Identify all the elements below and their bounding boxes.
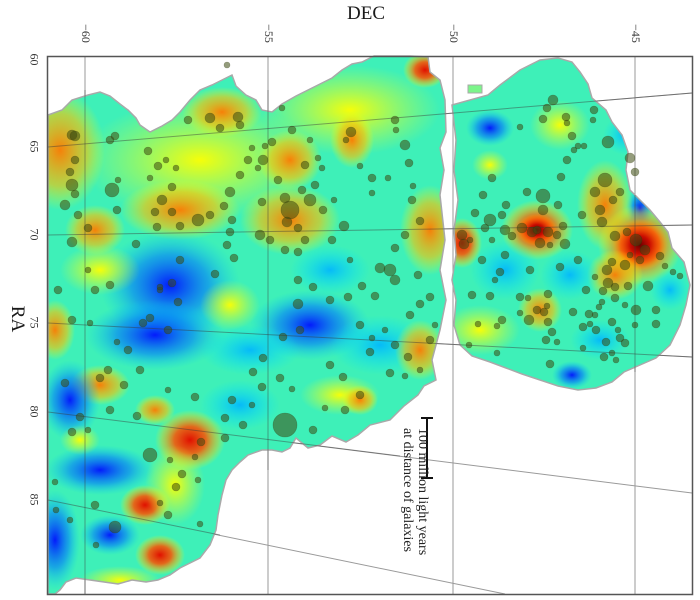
galaxy-markers	[51, 61, 684, 549]
x-axis-title: DEC	[347, 3, 385, 24]
scale-bar-line-1: 100 million light years	[415, 428, 430, 556]
scale-bar-line-2: at distance of galaxies	[400, 428, 415, 553]
scale-bar	[421, 417, 433, 479]
map-frame	[46, 55, 694, 596]
right-survey-region	[452, 58, 690, 390]
scale-bar-label: 100 million light years at distance of g…	[400, 428, 430, 598]
